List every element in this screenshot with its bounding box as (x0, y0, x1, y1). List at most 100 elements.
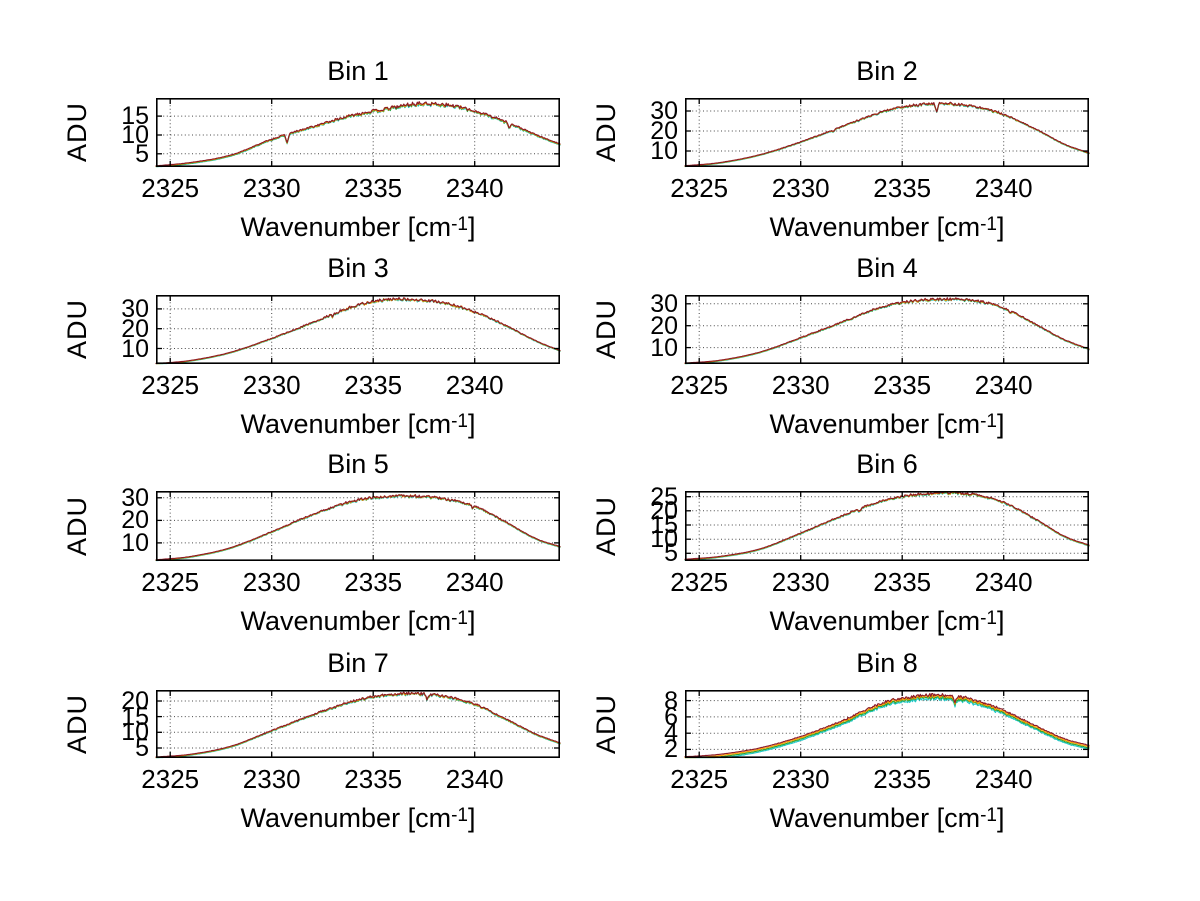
x-axis-label: Wavenumber [cm-1] (156, 406, 560, 440)
plot-area (684, 690, 1090, 759)
x-axis-label: Wavenumber [cm-1] (685, 603, 1089, 637)
spectrum-trace-1 (684, 696, 1090, 759)
x-tick-label: 2325 (141, 173, 200, 203)
x-tick-label: 2340 (974, 764, 1033, 794)
tick-marks (685, 98, 1089, 167)
subplot-title: Bin 6 (856, 449, 918, 479)
x-tick-label: 2335 (873, 370, 932, 400)
y-tick-label: 20 (650, 117, 678, 145)
x-tick-label: 2335 (873, 764, 932, 794)
spectra-traces (684, 491, 1090, 561)
x-tick-label: 2330 (242, 370, 301, 400)
x-tick-label: 2340 (974, 370, 1033, 400)
grid-lines (156, 491, 560, 561)
x-axis-label-close: ] (467, 606, 476, 636)
spectrum-trace-2 (684, 695, 1090, 759)
subplot-title: Bin 3 (327, 253, 389, 283)
plot-area (684, 491, 1090, 562)
y-tick-label: 4 (664, 719, 678, 748)
y-tick-label: 10 (650, 525, 678, 554)
y-tick-label: 10 (121, 528, 149, 557)
spectra-traces (155, 296, 561, 365)
x-axis-label-main: Wavenumber [cm (240, 803, 452, 833)
x-axis-label-superscript: -1 (451, 214, 468, 235)
plot-area (155, 690, 561, 759)
x-axis-label: Wavenumber [cm-1] (156, 209, 560, 243)
x-axis-label-close: ] (467, 409, 476, 439)
x-tick-label: 2325 (670, 173, 729, 203)
y-tick-label: 5 (135, 733, 149, 762)
spectra-traces (155, 691, 561, 759)
tick-marks (156, 491, 560, 561)
axis-box (685, 690, 1089, 759)
y-tick-label: 10 (121, 718, 149, 747)
y-tick-label: 10 (121, 120, 149, 149)
tick-marks (156, 295, 560, 364)
axis-box (156, 98, 560, 168)
spectrum-trace-4 (155, 691, 561, 758)
tick-marks (156, 690, 560, 758)
subplot-title: Bin 7 (327, 648, 389, 678)
y-tick-label: 30 (650, 97, 678, 125)
x-tick-label: 2330 (242, 173, 301, 203)
x-tick-label: 2340 (445, 173, 504, 203)
plot-area (155, 98, 561, 168)
x-axis-label-main: Wavenumber [cm (769, 212, 981, 242)
x-tick-label: 2325 (141, 764, 200, 794)
x-axis-label-main: Wavenumber [cm (769, 606, 981, 636)
y-tick-label: 25 (650, 482, 678, 511)
spectrum-trace-4 (684, 692, 1090, 758)
x-axis-label: Wavenumber [cm-1] (685, 800, 1089, 834)
spectrum-trace-3 (684, 694, 1090, 759)
axis-box (685, 98, 1089, 168)
spectra-traces (684, 692, 1090, 759)
axis-box (685, 295, 1089, 365)
y-tick-label: 30 (121, 483, 149, 512)
y-tick-label: 20 (650, 311, 678, 340)
grid-lines (685, 295, 1089, 364)
subplot-title: Bin 5 (327, 449, 389, 479)
spectra-traces (155, 101, 561, 168)
y-tick-label: 15 (121, 102, 149, 131)
x-tick-label: 2330 (771, 173, 830, 203)
y-tick-label: 8 (664, 686, 678, 715)
y-tick-label: 6 (664, 702, 678, 731)
tick-marks (685, 690, 1089, 758)
y-tick-label: 5 (135, 139, 149, 168)
x-tick-label: 2340 (445, 567, 504, 597)
y-tick-label: 15 (650, 511, 678, 539)
x-tick-label: 2330 (771, 370, 830, 400)
x-axis-label-superscript: -1 (980, 214, 997, 235)
x-tick-label: 2330 (771, 567, 830, 597)
x-tick-label: 2335 (873, 567, 932, 597)
x-axis-label-superscript: -1 (980, 411, 997, 432)
x-tick-label: 2335 (344, 370, 403, 400)
x-tick-label: 2340 (974, 173, 1033, 203)
subplot-title: Bin 8 (856, 648, 918, 678)
x-axis-label-superscript: -1 (451, 411, 468, 432)
x-axis-label-close: ] (996, 409, 1005, 439)
axis-box (156, 690, 560, 759)
x-tick-label: 2340 (445, 370, 504, 400)
x-axis-label-superscript: -1 (451, 805, 468, 826)
x-tick-label: 2335 (873, 173, 932, 203)
y-tick-label: 2 (664, 735, 678, 764)
plot-area (155, 491, 561, 562)
spectra-traces (684, 297, 1090, 365)
subplot-title: Bin 4 (856, 253, 918, 283)
y-tick-label: 30 (650, 289, 678, 318)
x-tick-label: 2335 (344, 567, 403, 597)
spectrum-trace-4 (155, 494, 561, 561)
axis-box (156, 491, 560, 562)
grid-lines (156, 295, 560, 364)
spectrum-trace-4 (155, 296, 561, 365)
y-tick-label: 20 (121, 686, 149, 715)
tick-marks (156, 98, 560, 167)
x-axis-label-close: ] (467, 803, 476, 833)
y-tick-label: 10 (650, 137, 678, 165)
